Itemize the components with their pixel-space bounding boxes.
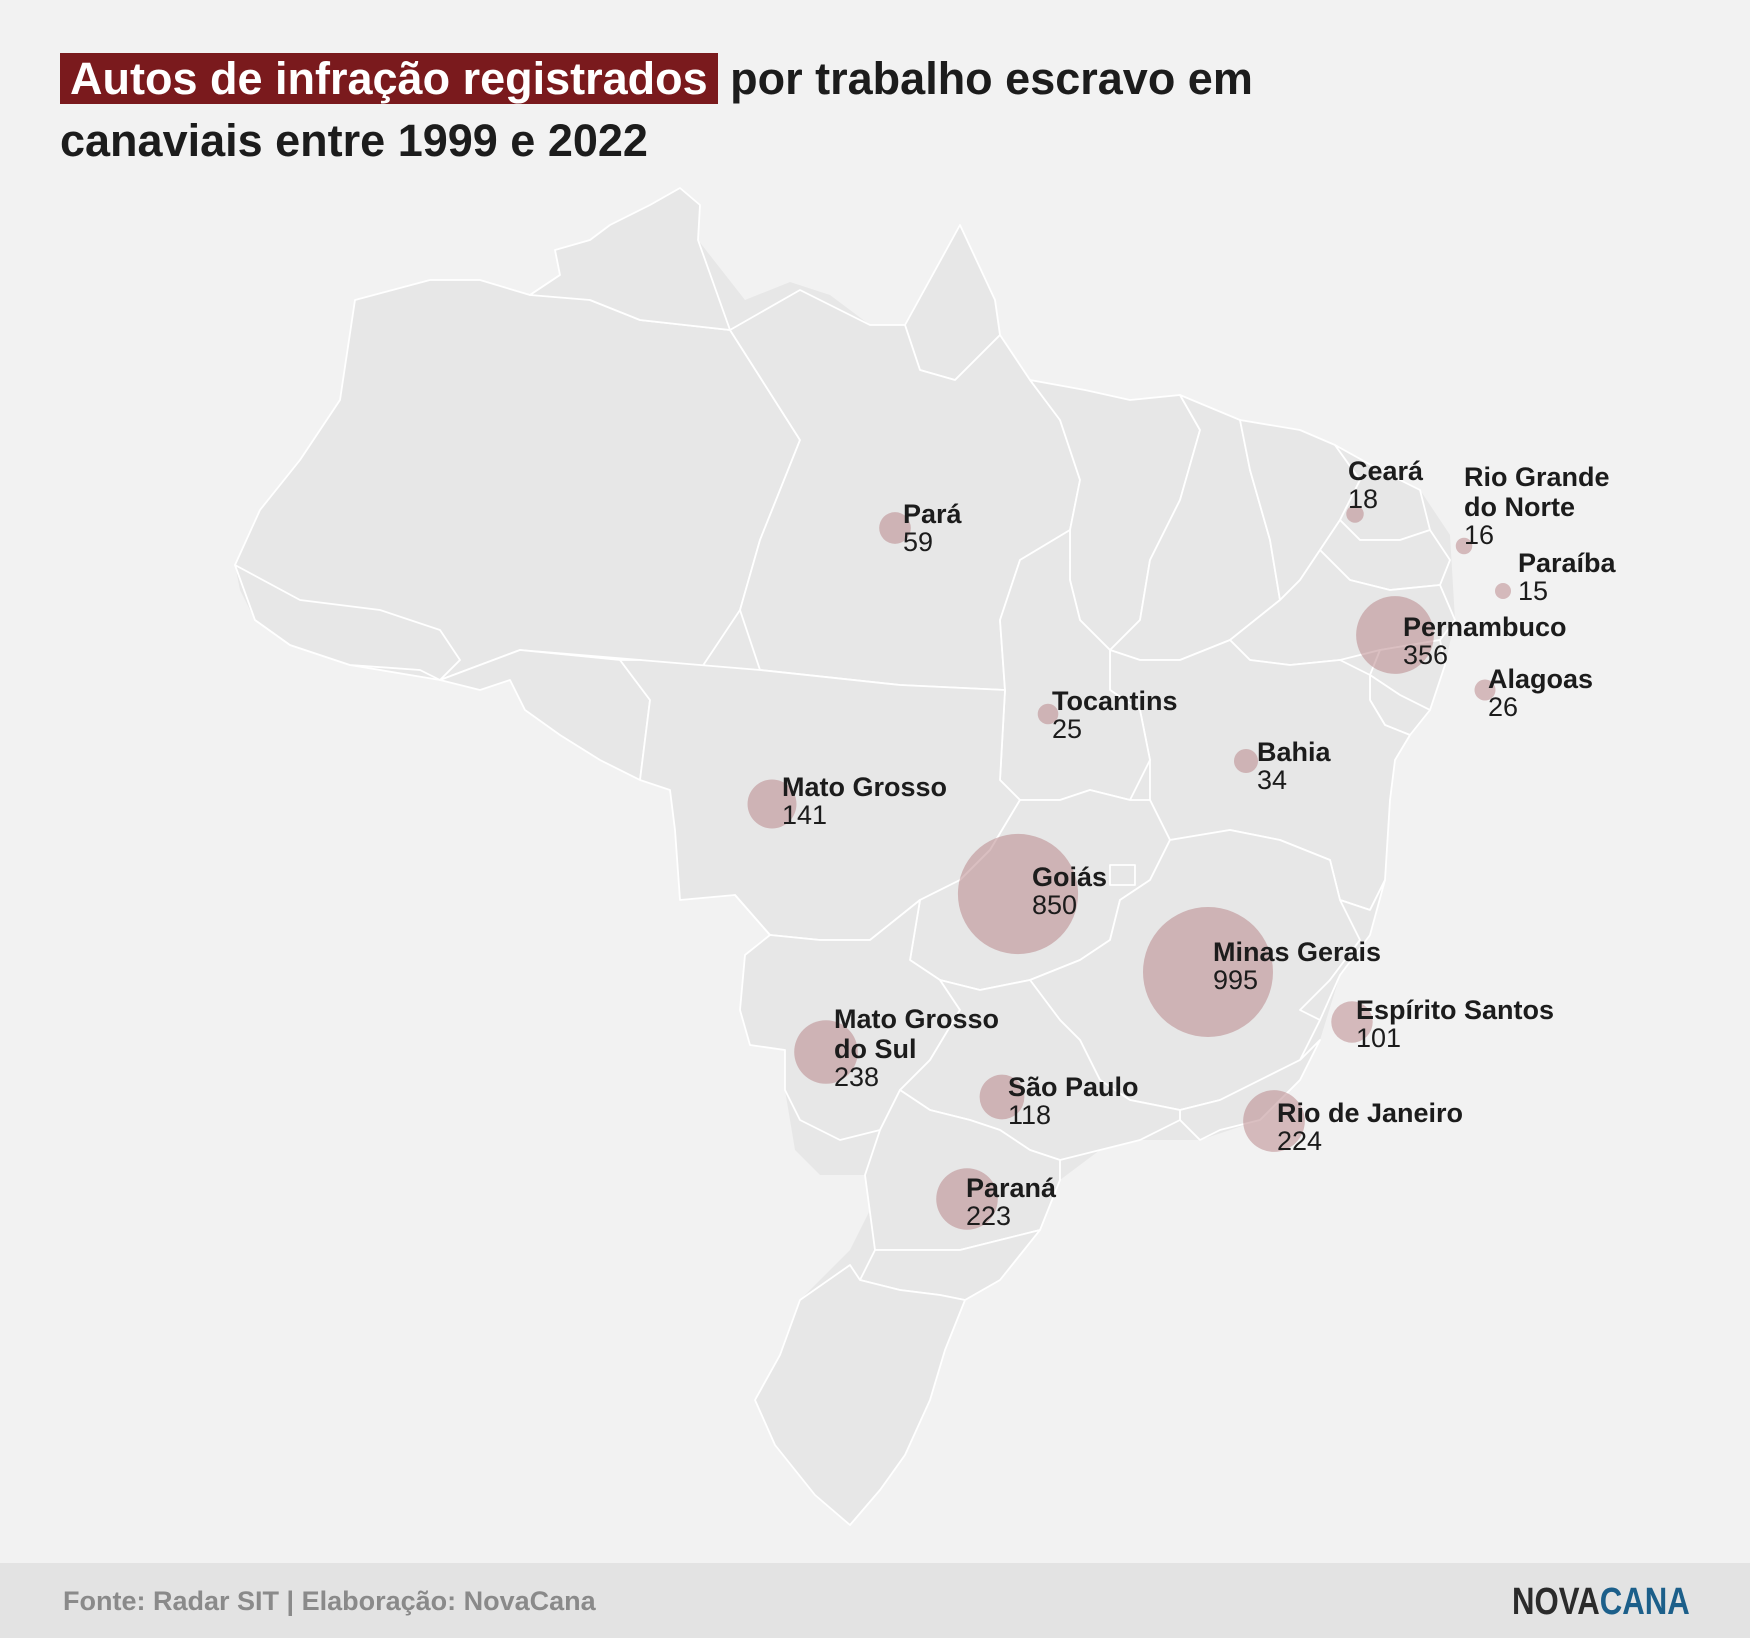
state-value-rio-de-janeiro: 224 bbox=[1277, 1126, 1322, 1156]
state-value-bahia: 34 bbox=[1257, 765, 1287, 795]
state-label-mato-grosso-do-sul-line2: do Sul bbox=[834, 1034, 917, 1064]
footer: Fonte: Radar SIT | Elaboração: NovaCana … bbox=[0, 1563, 1750, 1638]
state-value-mato-grosso: 141 bbox=[782, 800, 827, 830]
state-label-mato-grosso-do-sul-line1: Mato Grosso bbox=[834, 1004, 999, 1034]
state-value-goias: 850 bbox=[1032, 890, 1077, 920]
bubble-paraiba bbox=[1495, 583, 1511, 599]
state-value-parana: 223 bbox=[966, 1201, 1011, 1231]
state-label-bahia: Bahia bbox=[1257, 737, 1332, 767]
state-value-alagoas: 26 bbox=[1488, 692, 1518, 722]
state-label-minas-gerais: Minas Gerais bbox=[1213, 937, 1381, 967]
bubble-espirito-santos bbox=[1331, 1001, 1373, 1043]
map-base bbox=[234, 187, 1456, 1526]
state-label-parana: Paraná bbox=[966, 1173, 1057, 1203]
state-label-rio-grande-do-norte-line2: do Norte bbox=[1464, 492, 1575, 522]
state-shape-df bbox=[1109, 864, 1136, 886]
state-value-mato-grosso-do-sul: 238 bbox=[834, 1062, 879, 1092]
state-label-espirito-santos: Espírito Santos bbox=[1356, 995, 1554, 1025]
bubble-parana bbox=[936, 1168, 998, 1230]
state-label-para: Pará bbox=[903, 499, 963, 529]
bubble-mato-grosso-do-sul bbox=[794, 1020, 858, 1084]
brand-logo: NOVACANA bbox=[1512, 1581, 1690, 1624]
bubble-ceara bbox=[1346, 505, 1364, 523]
state-label-pernambuco: Pernambuco bbox=[1403, 612, 1567, 642]
state-value-minas-gerais: 995 bbox=[1213, 965, 1258, 995]
state-value-ceara: 18 bbox=[1348, 484, 1378, 514]
state-label-goias: Goiás bbox=[1032, 862, 1107, 892]
bubble-para bbox=[879, 512, 911, 544]
bubble-rio-grande-do-norte bbox=[1455, 537, 1473, 555]
state-value-rio-grande-do-norte: 16 bbox=[1464, 520, 1494, 550]
bubble-tocantins bbox=[1037, 703, 1059, 725]
source-text: Fonte: Radar SIT | Elaboração: NovaCana bbox=[63, 1586, 596, 1616]
logo-part-nova: NOVA bbox=[1512, 1581, 1600, 1623]
bubbles-layer bbox=[747, 505, 1511, 1230]
bubble-mato-grosso bbox=[747, 779, 797, 829]
state-label-rio-grande-do-norte-line1: Rio Grande bbox=[1464, 462, 1610, 492]
bubble-bahia bbox=[1233, 748, 1259, 774]
bubble-goias bbox=[957, 833, 1079, 955]
logo-part-cana: CANA bbox=[1599, 1581, 1690, 1623]
bubble-sao-paulo bbox=[979, 1074, 1025, 1120]
state-label-sao-paulo: São Paulo bbox=[1008, 1072, 1139, 1102]
title-rest: por trabalho escravo em canaviais entre … bbox=[60, 53, 1253, 166]
state-shape-rs bbox=[754, 1264, 966, 1526]
state-label-mato-grosso: Mato Grosso bbox=[782, 772, 947, 802]
title-highlight: Autos de infração registrados bbox=[60, 53, 718, 104]
bubble-alagoas bbox=[1474, 679, 1496, 701]
state-value-paraiba: 15 bbox=[1518, 576, 1548, 606]
bubble-minas-gerais bbox=[1143, 907, 1273, 1037]
state-label-tocantins: Tocantins bbox=[1052, 686, 1178, 716]
state-label-ceara: Ceará bbox=[1348, 456, 1424, 486]
state-value-tocantins: 25 bbox=[1052, 714, 1082, 744]
chart-title: Autos de infração registrados por trabal… bbox=[60, 48, 1380, 172]
bubble-rio-de-janeiro bbox=[1243, 1090, 1305, 1152]
state-label-rio-de-janeiro: Rio de Janeiro bbox=[1277, 1098, 1463, 1128]
state-value-para: 59 bbox=[903, 527, 933, 557]
bubble-pernambuco bbox=[1356, 596, 1434, 674]
state-label-paraiba: Paraíba bbox=[1518, 548, 1617, 578]
state-value-pernambuco: 356 bbox=[1403, 640, 1448, 670]
state-value-espirito-santos: 101 bbox=[1356, 1023, 1401, 1053]
state-shape-rj bbox=[1179, 1039, 1321, 1141]
state-shape-rondonia bbox=[439, 649, 651, 781]
state-label-alagoas: Alagoas bbox=[1488, 664, 1593, 694]
state-value-sao-paulo: 118 bbox=[1008, 1100, 1051, 1130]
state-shape-es bbox=[1299, 879, 1386, 1021]
state-shape-roraima bbox=[529, 187, 731, 331]
